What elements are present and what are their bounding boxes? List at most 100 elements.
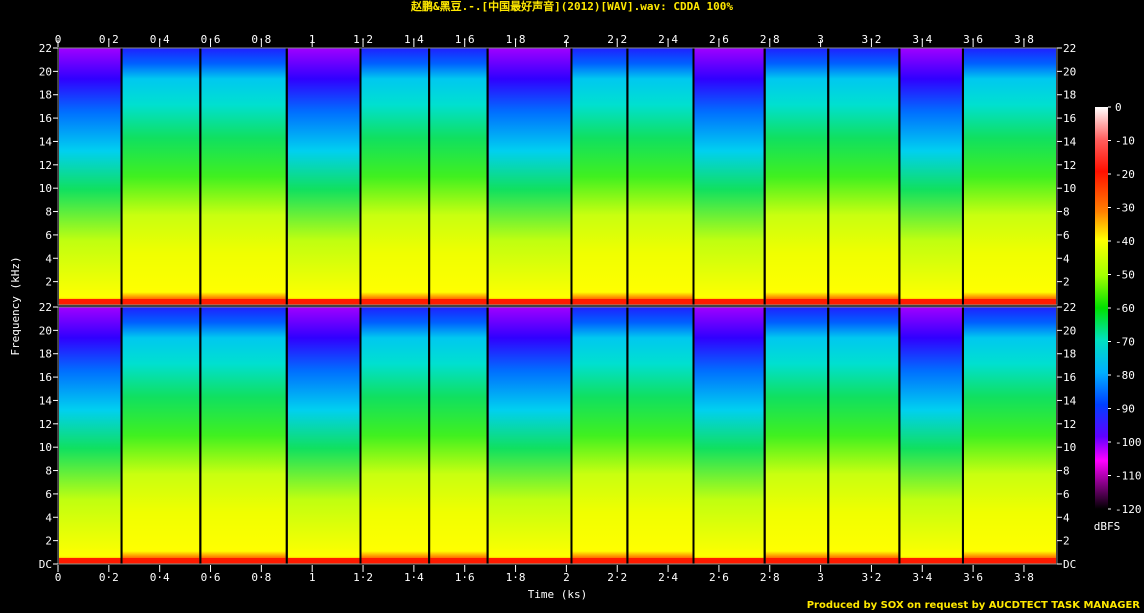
y-tick-label-right: 18 xyxy=(1063,348,1076,361)
track-6-channel-2 xyxy=(430,307,487,564)
track-2-channel-2 xyxy=(122,307,200,564)
low-frequency-band xyxy=(628,299,693,304)
x-tick-label-bottom: 1 xyxy=(309,571,316,584)
x-tick-label-bottom: 3·8 xyxy=(1014,571,1034,584)
x-tick-label-top: 1·6 xyxy=(455,33,475,46)
track-12-channel-1 xyxy=(829,48,899,305)
low-frequency-band xyxy=(287,558,360,563)
low-frequency-band xyxy=(765,558,828,563)
colorbar-tick-label: -40 xyxy=(1115,235,1135,248)
low-frequency-band xyxy=(829,558,899,563)
y-tick-label-left: 6 xyxy=(45,229,52,242)
x-tick-label-top: 0·6 xyxy=(201,33,221,46)
low-frequency-band xyxy=(765,299,828,304)
track-7-channel-1 xyxy=(488,48,571,305)
track-10-channel-1 xyxy=(694,48,764,305)
colorbar-tick-label: -70 xyxy=(1115,336,1135,349)
x-tick-label-bottom: 2·2 xyxy=(607,571,627,584)
low-frequency-band xyxy=(287,299,360,304)
low-frequency-band xyxy=(201,299,286,304)
x-tick-label-bottom: 2·6 xyxy=(709,571,729,584)
track-3-channel-2 xyxy=(201,307,286,564)
y-tick-label-right: 12 xyxy=(1063,159,1076,172)
y-tick-label-right: 10 xyxy=(1063,441,1076,454)
y-tick-label-left: 12 xyxy=(39,159,52,172)
x-tick-label-top: 2 xyxy=(563,33,570,46)
y-tick-label-left: 16 xyxy=(39,112,52,125)
track-8-channel-2 xyxy=(572,307,627,564)
track-14-channel-2 xyxy=(963,307,1056,564)
track-11-channel-2 xyxy=(765,307,828,564)
x-tick-label-bottom: 3 xyxy=(817,571,824,584)
x-tick-label-top: 3·8 xyxy=(1014,33,1034,46)
y-tick-label-right: 12 xyxy=(1063,418,1076,431)
y-tick-label-left: 16 xyxy=(39,371,52,384)
x-tick-label-top: 2·8 xyxy=(760,33,780,46)
x-tick-label-top: 0·8 xyxy=(251,33,271,46)
y-tick-label-right: 4 xyxy=(1063,511,1070,524)
colorbar-tick-label: -30 xyxy=(1115,202,1135,215)
x-tick-label-top: 3·6 xyxy=(963,33,983,46)
track-1-channel-1 xyxy=(59,48,121,305)
track-5-channel-1 xyxy=(361,48,429,305)
track-4-channel-2 xyxy=(287,307,360,564)
track-9-channel-1 xyxy=(628,48,693,305)
low-frequency-band xyxy=(963,299,1056,304)
x-tick-label-bottom: 0·4 xyxy=(150,571,170,584)
x-tick-label-bottom: 0·8 xyxy=(251,571,271,584)
low-frequency-band xyxy=(628,558,693,563)
x-tick-label-top: 0 xyxy=(55,33,62,46)
y-tick-label-left: 18 xyxy=(39,348,52,361)
y-tick-label-right: 16 xyxy=(1063,371,1076,384)
colorbar-tick-label: -110 xyxy=(1115,470,1142,483)
x-tick-label-top: 2·2 xyxy=(607,33,627,46)
y-tick-label-right: 14 xyxy=(1063,394,1077,407)
colorbar-tick-label: -100 xyxy=(1115,436,1142,449)
x-tick-label-top: 2·4 xyxy=(658,33,678,46)
y-tick-label-right: DC xyxy=(1063,558,1076,571)
low-frequency-band xyxy=(201,558,286,563)
y-tick-label-left: 10 xyxy=(39,182,52,195)
track-3-channel-1 xyxy=(201,48,286,305)
low-frequency-band xyxy=(361,558,429,563)
x-tick-label-bottom: 0 xyxy=(55,571,62,584)
low-frequency-band xyxy=(572,299,627,304)
colorbar-label: dBFS xyxy=(1094,520,1121,533)
low-frequency-band xyxy=(900,299,962,304)
credit-text: Produced by SOX on request by AUCDTECT T… xyxy=(806,600,1140,611)
colorbar-tick-label: 0 xyxy=(1115,101,1122,114)
y-tick-label-right: 16 xyxy=(1063,112,1076,125)
x-tick-label-bottom: 2·4 xyxy=(658,571,678,584)
y-tick-label-left: 14 xyxy=(39,394,53,407)
low-frequency-band xyxy=(59,299,121,304)
colorbar: 0 -10 -20 -30 -40 -50 -60 -70 -80 -90 -100 -110 -120… xyxy=(1094,101,1142,533)
y-tick-label-left: 20 xyxy=(39,324,52,337)
y-tick-label-right: 22 xyxy=(1063,42,1076,55)
x-tick-label-bottom: 3·2 xyxy=(861,571,881,584)
y-tick-label-left: 22 xyxy=(39,42,52,55)
colorbar-tick-label: -10 xyxy=(1115,135,1135,148)
y-axis-label: Frequency (kHz) xyxy=(9,256,22,355)
chart-title: 赵鹏&黑豆.-.[中国最好声音](2012)[WAV].wav: CDDA 10… xyxy=(411,0,733,13)
y-tick-label-right: 22 xyxy=(1063,301,1076,314)
low-frequency-band xyxy=(488,299,571,304)
colorbar-tick-label: -50 xyxy=(1115,269,1135,282)
track-10-channel-2 xyxy=(694,307,764,564)
y-tick-label-left: 2 xyxy=(45,535,52,548)
track-13-channel-2 xyxy=(900,307,962,564)
low-frequency-band xyxy=(963,558,1056,563)
y-tick-label-right: 6 xyxy=(1063,229,1070,242)
y-tick-label-left: 18 xyxy=(39,89,52,102)
y-tick-label-right: 18 xyxy=(1063,89,1076,102)
x-tick-label-bottom: 3·6 xyxy=(963,571,983,584)
y-tick-label-left: DC xyxy=(39,558,52,571)
channel-1-frame xyxy=(57,47,1058,306)
x-tick-label-top: 1·8 xyxy=(506,33,526,46)
low-frequency-band xyxy=(122,299,200,304)
low-frequency-band xyxy=(488,558,571,563)
x-tick-label-bottom: 1·2 xyxy=(353,571,373,584)
x-tick-label-top: 2·6 xyxy=(709,33,729,46)
y-tick-label-right: 6 xyxy=(1063,488,1070,501)
low-frequency-band xyxy=(829,299,899,304)
y-tick-label-right: 20 xyxy=(1063,324,1076,337)
